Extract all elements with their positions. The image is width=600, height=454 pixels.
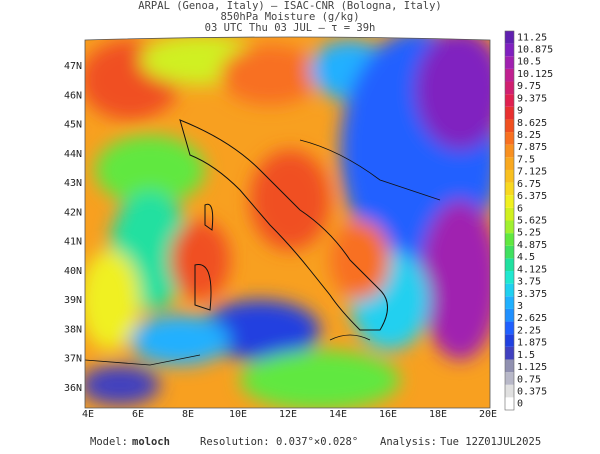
colorbar-label: 7.125 [517, 167, 547, 178]
lon-label: 20E [479, 409, 497, 420]
lat-label: 44N [64, 149, 82, 160]
colorbar-segment [505, 220, 514, 234]
lon-label: 12E [279, 409, 297, 420]
colorbar-label: 2.625 [517, 313, 547, 324]
colorbar-label: 1.125 [517, 362, 547, 373]
colorbar-label: 8.625 [517, 118, 547, 129]
colorbar-label: 5.625 [517, 216, 547, 227]
colorbar-label: 9.75 [517, 81, 541, 92]
colorbar-label: 9 [517, 106, 523, 117]
colorbar-label: 6 [517, 203, 523, 214]
lon-label: 4E [82, 409, 94, 420]
colorbar-frame [504, 30, 515, 411]
colorbar-segment [505, 31, 514, 44]
colorbar-label: 3 [517, 301, 523, 312]
colorbar-segment [505, 258, 514, 272]
moisture-field [85, 37, 490, 408]
colorbar-segment [505, 43, 514, 57]
colorbar-label: 7.875 [517, 142, 547, 153]
colorbar-segment [505, 283, 514, 297]
colorbar-label: 0 [517, 399, 523, 410]
colorbar-segment [505, 68, 514, 82]
colorbar-label: 6.75 [517, 179, 541, 190]
lon-label: 18E [429, 409, 447, 420]
colorbar-segment [505, 245, 514, 259]
colorbar-label: 2.25 [517, 325, 541, 336]
lat-label: 46N [64, 90, 82, 101]
colorbar-segment [505, 296, 514, 309]
lat-label: 43N [64, 178, 82, 189]
resolution: 0.037°×0.028° [276, 436, 358, 448]
colorbar-segment [505, 346, 514, 360]
colorbar-segment [505, 182, 514, 196]
colorbar-label: 1.5 [517, 350, 535, 361]
colorbar-label: 6.375 [517, 191, 547, 202]
analysis-label: Analysis: [380, 436, 437, 448]
colorbar-label: 5.25 [517, 228, 541, 239]
header-time: 03 UTC Thu 03 JUL – τ = 39h [205, 22, 376, 34]
colorbar-label: 3.375 [517, 289, 547, 300]
colorbar-segment [505, 169, 514, 183]
colorbar-segment [505, 271, 514, 284]
lat-label: 40N [64, 266, 82, 277]
lon-label: 8E [182, 409, 194, 420]
colorbar-segment [505, 207, 514, 221]
colorbar-label: 3.75 [517, 277, 541, 288]
colorbar-segment [505, 233, 514, 246]
colorbar-label: 4.125 [517, 264, 547, 275]
colorbar-segment [505, 81, 514, 95]
lat-label: 47N [64, 61, 82, 72]
model-label: Model: [90, 436, 128, 448]
model: moloch [132, 436, 170, 448]
colorbar-label: 8.25 [517, 130, 541, 141]
colorbar-segment [505, 397, 514, 410]
header-title: 850hPa Moisture (g/kg) [220, 11, 359, 23]
colorbar-segment [505, 321, 514, 335]
colorbar-label: 4.875 [517, 240, 547, 251]
colorbar-segment [505, 308, 514, 322]
colorbar-segment [505, 56, 514, 69]
lon-label: 10E [229, 409, 247, 420]
colorbar-segment [505, 384, 514, 398]
colorbar-segment [505, 195, 514, 208]
lat-label: 39N [64, 295, 82, 306]
resolution-label: Resolution: [200, 436, 270, 448]
colorbar-label: 0.75 [517, 374, 541, 385]
lon-label: 6E [132, 409, 144, 420]
colorbar-segment [505, 157, 514, 170]
colorbar-segment [505, 94, 514, 107]
lon-label: 14E [329, 409, 347, 420]
colorbar-label: 10.875 [517, 45, 553, 56]
colorbar-segment [505, 144, 514, 158]
colorbar-label: 7.5 [517, 154, 535, 165]
lon-label: 16E [379, 409, 397, 420]
lat-label: 36N [64, 383, 82, 394]
header-source: ARPAL (Genoa, Italy) – ISAC-CNR (Bologna… [138, 0, 441, 12]
colorbar-segment [505, 359, 514, 373]
lat-label: 38N [64, 324, 82, 335]
map-frame [84, 36, 491, 409]
lat-label: 37N [64, 354, 82, 365]
analysis: Tue 12Z01JUL2025 [440, 436, 541, 448]
colorbar-label: 0.375 [517, 386, 547, 397]
lat-label: 42N [64, 207, 82, 218]
lat-label: 45N [64, 120, 82, 131]
colorbar-label: 11.25 [517, 32, 547, 43]
lat-label: 41N [64, 237, 82, 248]
colorbar-segment [505, 334, 514, 347]
colorbar-segment [505, 119, 514, 133]
colorbar-segment [505, 132, 514, 145]
colorbar-label: 1.875 [517, 338, 547, 349]
colorbar-segment [505, 372, 514, 385]
colorbar-label: 9.375 [517, 93, 547, 104]
colorbar-segment [505, 106, 514, 120]
colorbar-label: 10.125 [517, 69, 553, 80]
colorbar-label: 10.5 [517, 57, 541, 68]
colorbar-label: 4.5 [517, 252, 535, 263]
